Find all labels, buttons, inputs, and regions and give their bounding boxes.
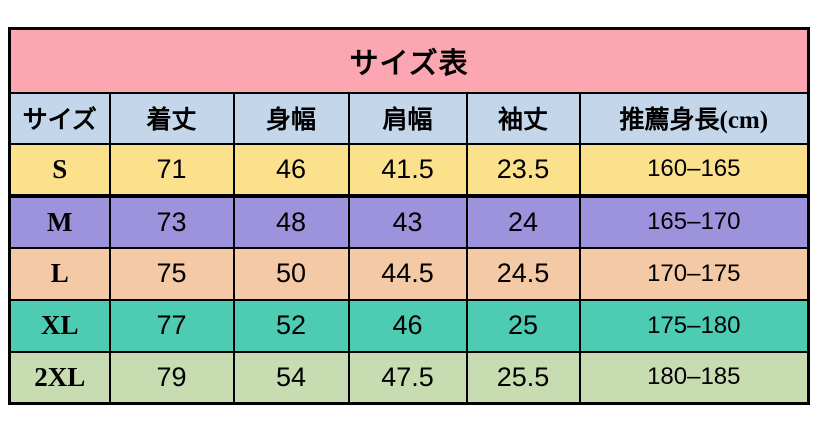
row-label-xl: XL [8,298,111,353]
column-header-length: 着丈 [108,91,235,145]
cell-2xl-sleeve: 25.5 [465,350,581,405]
cell-2xl-height: 180–185 [578,350,810,405]
cell-s-height: 160–165 [578,142,810,197]
cell-xl-height: 175–180 [578,298,810,353]
table-row-2xl: 2XL 79 54 47.5 25.5 180–185 [8,350,810,405]
table-row-xl: XL 77 52 46 25 175–180 [8,298,810,353]
cell-m-width: 48 [232,193,350,249]
table-title-row: サイズ表 [8,27,810,94]
table-row-m: M 73 48 43 24 165–170 [8,193,810,249]
row-label-l: L [8,246,111,301]
cell-m-sleeve: 24 [465,193,581,249]
cell-2xl-shoulder: 47.5 [347,350,468,405]
column-header-width: 身幅 [232,91,350,145]
column-header-row: サイズ 着丈 身幅 肩幅 袖丈 推薦身長(cm) [8,91,810,145]
cell-l-width: 50 [232,246,350,301]
cell-2xl-width: 54 [232,350,350,405]
cell-s-length: 71 [108,142,235,197]
cell-m-length: 73 [108,193,235,249]
cell-l-sleeve: 24.5 [465,246,581,301]
row-label-2xl: 2XL [8,350,111,405]
cell-m-height: 165–170 [578,193,810,249]
column-header-height: 推薦身長(cm) [578,91,810,145]
row-label-m: M [8,193,111,249]
cell-l-height: 170–175 [578,246,810,301]
row-label-s: S [8,142,111,197]
cell-s-width: 46 [232,142,350,197]
table-row-l: L 75 50 44.5 24.5 170–175 [8,246,810,301]
column-header-shoulder: 肩幅 [347,91,468,145]
column-header-sleeve: 袖丈 [465,91,581,145]
cell-xl-shoulder: 46 [347,298,468,353]
cell-s-shoulder: 41.5 [347,142,468,197]
cell-2xl-length: 79 [108,350,235,405]
column-header-size: サイズ [8,91,111,145]
cell-xl-sleeve: 25 [465,298,581,353]
cell-m-shoulder: 43 [347,193,468,249]
table-title: サイズ表 [8,27,810,94]
cell-xl-width: 52 [232,298,350,353]
size-chart-table: サイズ表 サイズ 着丈 身幅 肩幅 袖丈 推薦身長(cm) S 71 46 41… [8,27,811,405]
cell-l-length: 75 [108,246,235,301]
table-row-s: S 71 46 41.5 23.5 160–165 [8,142,810,197]
cell-xl-length: 77 [108,298,235,353]
cell-l-shoulder: 44.5 [347,246,468,301]
cell-s-sleeve: 23.5 [465,142,581,197]
